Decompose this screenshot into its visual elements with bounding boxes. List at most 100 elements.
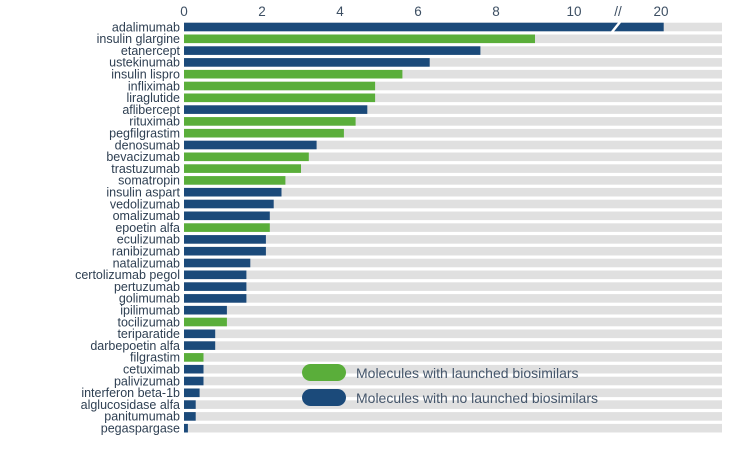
category-label: pegfilgrastim (109, 127, 180, 141)
bar-bevacizumab (184, 152, 309, 162)
bar-track (184, 117, 722, 126)
bar-track (184, 364, 722, 374)
bar-golimumab (184, 294, 247, 303)
x-tick-label: 4 (336, 4, 344, 19)
category-label: insulin glargine (97, 32, 180, 46)
bar-aflibercept (184, 105, 368, 114)
x-tick-label: 0 (180, 4, 188, 19)
category-label: alglucosidase alfa (81, 398, 180, 412)
category-label: bevacizumab (106, 150, 180, 164)
bar-pertuzumab (184, 282, 247, 291)
bar-track (184, 152, 722, 162)
category-label: omalizumab (113, 209, 180, 223)
bar-track (184, 176, 722, 185)
x-tick-label: 8 (492, 4, 500, 19)
category-label: eculizumab (117, 233, 180, 247)
bar-track (184, 329, 722, 339)
bar-ranibizumab (184, 246, 266, 256)
bar-adalimumab (184, 22, 664, 32)
bar-trastuzumab (184, 164, 301, 173)
bar-track (184, 376, 722, 386)
bar-insulin-aspart (184, 187, 282, 197)
bar-rituximab (184, 117, 356, 126)
category-label: ipilimumab (120, 304, 180, 318)
legend: Molecules with launched biosimilars Mole… (302, 364, 598, 406)
bar-insulin-glargine (184, 34, 535, 44)
bar-denosumab (184, 140, 317, 150)
legend-launched-label: Molecules with launched biosimilars (356, 365, 579, 381)
category-label: insulin lispro (111, 68, 180, 82)
bar-track (184, 282, 722, 291)
bar-track (184, 388, 722, 398)
category-label: somatropin (118, 174, 180, 188)
bar-insulin-lispro (184, 69, 403, 79)
bar-track (184, 81, 722, 91)
bar-track (184, 235, 722, 244)
category-label: natalizumab (113, 256, 180, 270)
bar-track (184, 105, 722, 114)
bar-track (184, 353, 722, 362)
category-label: adalimumab (112, 20, 180, 34)
bar-track (184, 270, 722, 280)
bar-omalizumab (184, 211, 270, 221)
category-label: ranibizumab (112, 245, 180, 259)
category-label: pertuzumab (114, 280, 180, 294)
bar-track (184, 128, 722, 138)
bar-track (184, 294, 722, 303)
bar-alglucosidase-alfa (184, 400, 196, 409)
bar-track (184, 400, 722, 409)
bar-track (184, 412, 722, 421)
bar-liraglutide (184, 93, 376, 103)
bar-epoetin-alfa (184, 223, 270, 232)
x-axis-ticks: 0 2 4 6 8 10 // 20 (180, 4, 668, 19)
category-label: rituximab (129, 115, 180, 129)
bar-track (184, 246, 722, 256)
category-label: darbepoetin alfa (90, 339, 180, 353)
category-label: interferon beta-1b (81, 386, 180, 400)
bar-panitumumab (184, 412, 196, 421)
category-label: infliximab (128, 79, 180, 93)
category-label: palivizumab (114, 374, 180, 388)
category-label: aflibercept (122, 103, 180, 117)
category-label: filgrastim (130, 351, 180, 365)
bar-track (184, 305, 722, 315)
category-label: tocilizumab (117, 315, 180, 329)
category-label: liraglutide (126, 91, 180, 105)
bar-ipilimumab (184, 305, 227, 315)
bar-teriparatide (184, 329, 216, 339)
bar-ustekinumab (184, 58, 430, 67)
bar-track (184, 58, 722, 67)
category-label: denosumab (115, 138, 180, 152)
bar-track (184, 140, 722, 150)
bar-eculizumab (184, 235, 266, 244)
bar-palivizumab (184, 376, 204, 386)
bar-filgrastim (184, 353, 204, 362)
bar-track (184, 164, 722, 173)
bar-track (184, 211, 722, 221)
legend-not-launched-label: Molecules with no launched biosimilars (356, 390, 598, 406)
x-tick-label: 2 (258, 4, 266, 19)
category-label: vedolizumab (110, 197, 180, 211)
category-label: panitumumab (104, 410, 180, 424)
category-label: golimumab (119, 292, 180, 306)
bar-pegaspargase (184, 423, 188, 433)
category-label: pegaspargase (101, 422, 180, 436)
bar-cetuximab (184, 364, 204, 374)
category-label: trastuzumab (111, 162, 180, 176)
x-tick-label: 6 (414, 4, 422, 19)
x-tick-label: 10 (566, 4, 581, 19)
bar-vedolizumab (184, 199, 274, 209)
bars (184, 21, 664, 433)
bar-natalizumab (184, 258, 251, 268)
bar-track (184, 69, 722, 79)
bar-track (184, 199, 722, 209)
x-tick-label: 20 (653, 4, 668, 19)
bar-infliximab (184, 81, 376, 91)
bar-certolizumab-pegol (184, 270, 247, 280)
category-label: etanercept (121, 44, 181, 58)
category-label: certolizumab pegol (75, 268, 180, 282)
axis-break-mark: // (614, 4, 622, 19)
legend-launched-swatch (302, 364, 346, 381)
bar-track (184, 423, 722, 433)
